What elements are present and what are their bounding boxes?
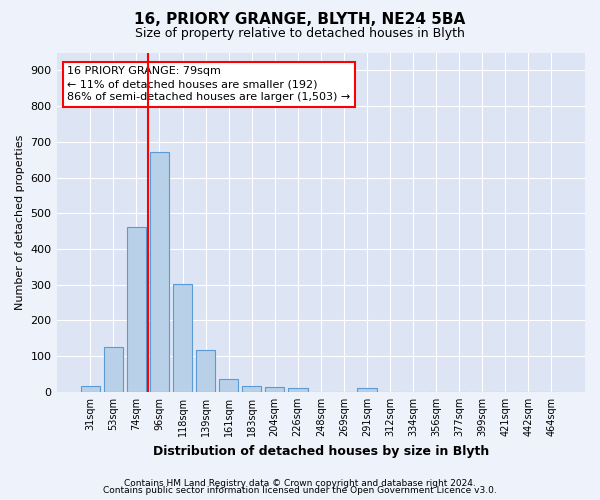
Bar [173,284,193,392]
Bar [357,388,377,392]
Bar [196,350,215,392]
Text: Contains HM Land Registry data © Crown copyright and database right 2024.: Contains HM Land Registry data © Crown c… [124,478,476,488]
Bar [127,227,146,392]
Text: Contains public sector information licensed under the Open Government Licence v3: Contains public sector information licen… [103,486,497,495]
Text: 16, PRIORY GRANGE, BLYTH, NE24 5BA: 16, PRIORY GRANGE, BLYTH, NE24 5BA [134,12,466,28]
Bar [149,152,169,392]
Bar [265,387,284,392]
Bar [104,347,123,392]
Bar [288,388,308,392]
Bar [80,386,100,392]
X-axis label: Distribution of detached houses by size in Blyth: Distribution of detached houses by size … [152,444,489,458]
Bar [242,386,262,392]
Bar [219,380,238,392]
Text: 16 PRIORY GRANGE: 79sqm
← 11% of detached houses are smaller (192)
86% of semi-d: 16 PRIORY GRANGE: 79sqm ← 11% of detache… [67,66,350,102]
Y-axis label: Number of detached properties: Number of detached properties [15,134,25,310]
Text: Size of property relative to detached houses in Blyth: Size of property relative to detached ho… [135,28,465,40]
